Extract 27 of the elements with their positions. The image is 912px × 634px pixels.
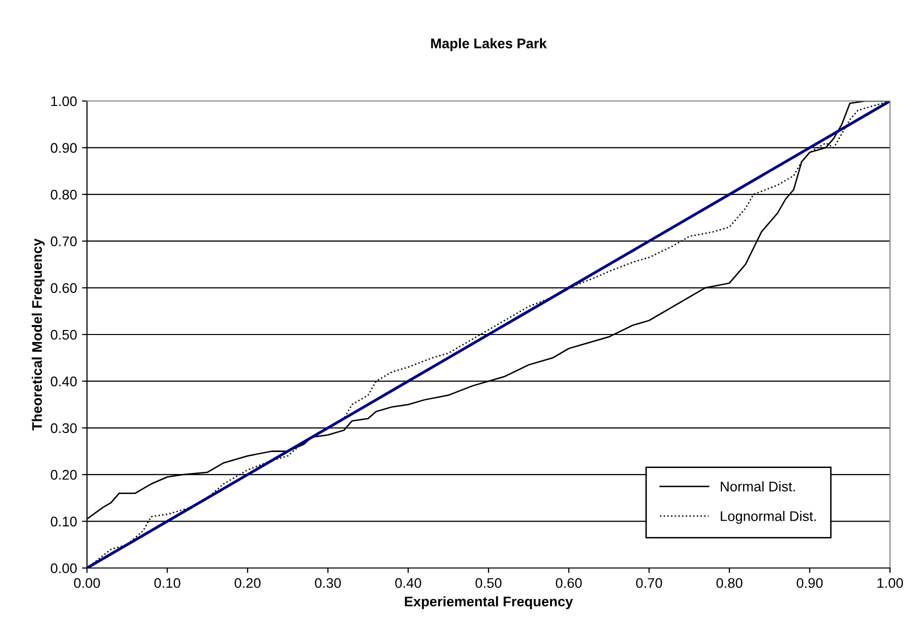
y-tick-label: 0.60 xyxy=(50,283,77,293)
x-tick-label: 0.90 xyxy=(796,578,823,588)
legend-label: Normal Dist. xyxy=(720,481,795,492)
legend-label: Lognormal Dist. xyxy=(720,510,816,524)
x-tick-label: 0.60 xyxy=(556,578,582,588)
y-axis-title: Theoretical Model Frequency xyxy=(32,238,45,430)
x-tick-label: 0.20 xyxy=(234,578,261,588)
x-tick-label: 0.50 xyxy=(476,578,502,588)
x-tick-label: 0.10 xyxy=(154,578,180,588)
y-tick-label: 0.00 xyxy=(50,563,77,574)
y-tick-label: 0.20 xyxy=(50,470,77,480)
y-tick-label: 0.30 xyxy=(50,423,77,434)
x-tick-label: 0.30 xyxy=(314,578,341,588)
y-tick-label: 0.40 xyxy=(50,376,77,386)
x-tick-label: 1.00 xyxy=(878,578,903,588)
y-tick-label: 0.80 xyxy=(50,190,77,200)
chart-title: Maple Lakes Park xyxy=(431,38,547,52)
x-axis-title: Experiemental Frequency xyxy=(404,596,573,610)
x-tick-label: 0.40 xyxy=(395,578,422,588)
x-tick-label: 0.70 xyxy=(636,578,662,588)
y-tick-label: 1.00 xyxy=(51,96,77,106)
y-tick-label: 0.90 xyxy=(50,143,77,153)
y-tick-label: 0.50 xyxy=(50,330,77,340)
y-tick-label: 0.10 xyxy=(50,516,77,526)
x-tick-label: 0.80 xyxy=(716,578,742,588)
x-tick-label: 0.00 xyxy=(74,578,100,588)
y-tick-label: 0.70 xyxy=(50,236,77,246)
